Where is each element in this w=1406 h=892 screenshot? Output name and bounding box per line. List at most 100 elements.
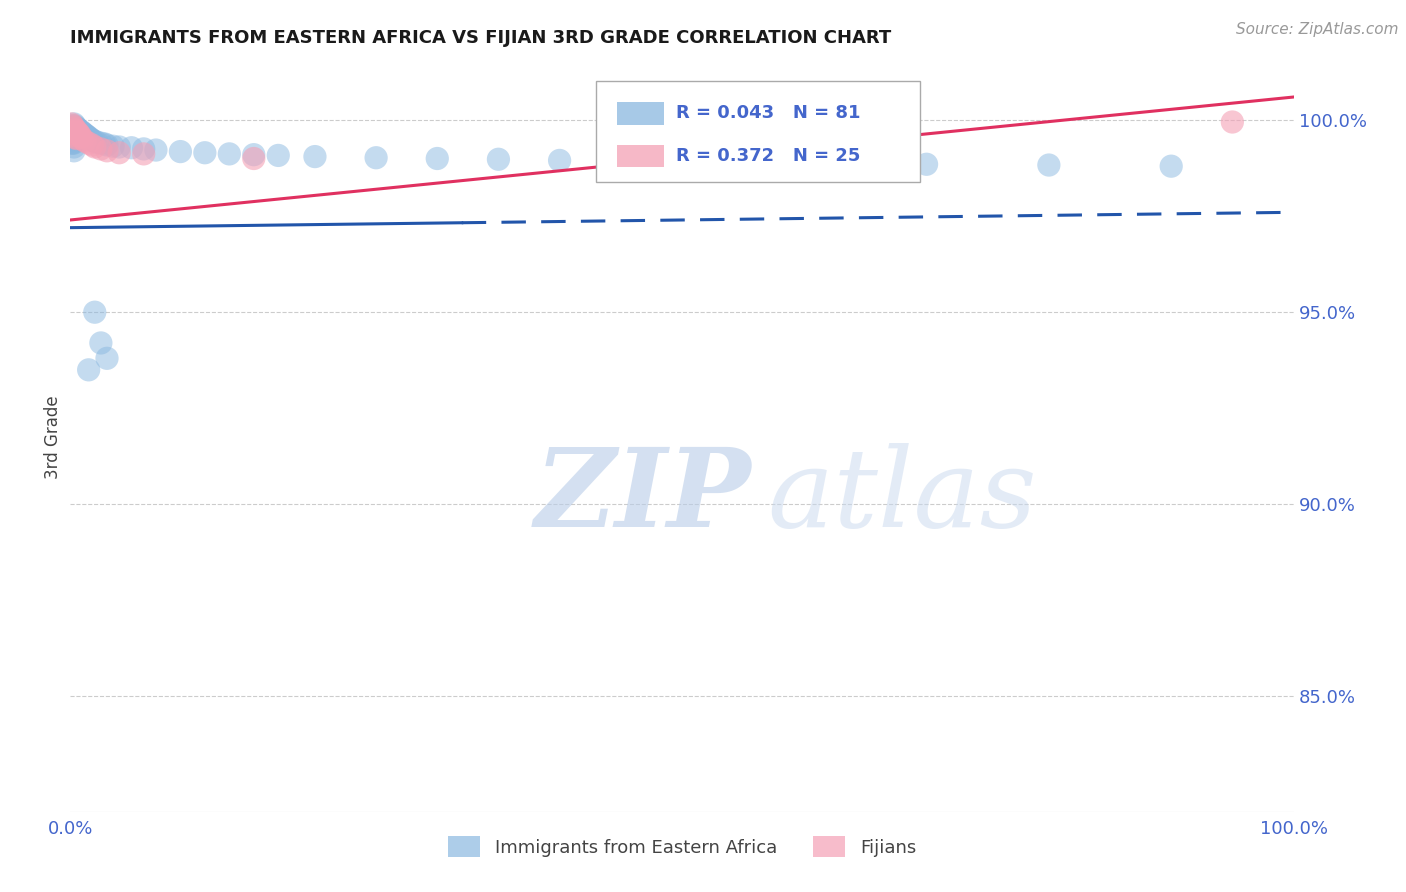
- Point: [63, 130, 86, 145]
- Point: [65, 132, 87, 146]
- Point: [73, 128, 96, 142]
- Point: [80, 132, 103, 146]
- Point: [145, 143, 167, 157]
- Point: [67, 122, 90, 136]
- Point: [90, 142, 112, 156]
- Point: [62, 122, 84, 136]
- Point: [915, 157, 938, 171]
- Point: [1220, 115, 1243, 129]
- Text: R = 0.043   N = 81: R = 0.043 N = 81: [676, 104, 860, 122]
- Point: [69, 124, 91, 138]
- Point: [70, 125, 93, 139]
- Text: IMMIGRANTS FROM EASTERN AFRICA VS FIJIAN 3RD GRADE CORRELATION CHART: IMMIGRANTS FROM EASTERN AFRICA VS FIJIAN…: [70, 29, 891, 47]
- Point: [108, 140, 131, 154]
- Point: [86, 136, 108, 150]
- Point: [83, 305, 105, 319]
- Point: [67, 127, 90, 141]
- Point: [69, 131, 91, 145]
- Point: [66, 125, 89, 139]
- Point: [63, 140, 86, 154]
- Point: [548, 153, 571, 168]
- Point: [63, 120, 86, 135]
- Point: [72, 125, 94, 139]
- Point: [82, 133, 104, 147]
- Point: [67, 127, 90, 141]
- Y-axis label: 3rd Grade: 3rd Grade: [44, 395, 62, 479]
- Point: [101, 139, 124, 153]
- Point: [63, 119, 86, 133]
- Point: [65, 128, 87, 143]
- Point: [63, 128, 86, 143]
- Point: [65, 124, 87, 138]
- Point: [96, 351, 118, 366]
- Point: [488, 153, 510, 167]
- Point: [63, 134, 86, 148]
- Point: [65, 131, 87, 145]
- Point: [63, 136, 86, 150]
- Point: [60, 128, 83, 143]
- Point: [63, 117, 86, 131]
- Point: [75, 128, 97, 143]
- Point: [67, 130, 90, 145]
- Point: [73, 127, 96, 141]
- Point: [243, 147, 266, 161]
- Point: [69, 128, 91, 142]
- Point: [63, 125, 86, 139]
- Point: [63, 144, 86, 158]
- Point: [73, 134, 96, 148]
- Point: [63, 127, 86, 141]
- Point: [73, 130, 96, 145]
- Point: [90, 136, 112, 150]
- Point: [610, 154, 633, 169]
- Point: [243, 152, 266, 166]
- Point: [62, 127, 84, 141]
- Legend: Immigrants from Eastern Africa, Fijians: Immigrants from Eastern Africa, Fijians: [439, 828, 925, 866]
- Point: [60, 120, 83, 135]
- Point: [60, 136, 83, 150]
- Point: [62, 136, 84, 150]
- FancyBboxPatch shape: [617, 103, 664, 125]
- Point: [73, 131, 96, 145]
- Point: [82, 138, 104, 153]
- Point: [72, 132, 94, 146]
- Point: [121, 141, 143, 155]
- Point: [65, 120, 87, 135]
- Point: [83, 134, 105, 148]
- Point: [93, 136, 115, 151]
- Point: [96, 144, 118, 158]
- Point: [69, 128, 91, 143]
- Point: [60, 132, 83, 146]
- Point: [1160, 159, 1182, 173]
- Text: ZIP: ZIP: [536, 443, 752, 550]
- Point: [671, 155, 693, 169]
- Point: [793, 156, 815, 170]
- Point: [70, 130, 93, 145]
- Point: [66, 133, 89, 147]
- Point: [60, 117, 83, 131]
- FancyBboxPatch shape: [596, 81, 921, 182]
- Text: Source: ZipAtlas.com: Source: ZipAtlas.com: [1236, 22, 1399, 37]
- Point: [60, 125, 83, 139]
- Point: [79, 131, 101, 145]
- Point: [108, 145, 131, 160]
- Point: [96, 138, 118, 153]
- Point: [65, 125, 87, 139]
- Point: [77, 136, 100, 150]
- Point: [426, 152, 449, 166]
- Point: [63, 130, 86, 145]
- Point: [77, 130, 100, 145]
- Point: [1038, 158, 1060, 172]
- Point: [63, 120, 86, 135]
- Point: [76, 129, 98, 144]
- Text: atlas: atlas: [768, 443, 1038, 550]
- Point: [267, 148, 290, 162]
- Point: [132, 142, 155, 156]
- Point: [218, 147, 240, 161]
- Point: [66, 121, 89, 136]
- Point: [83, 140, 105, 154]
- Point: [366, 151, 388, 165]
- Point: [77, 363, 100, 377]
- Point: [63, 122, 86, 136]
- Point: [66, 129, 89, 144]
- Point: [90, 335, 112, 350]
